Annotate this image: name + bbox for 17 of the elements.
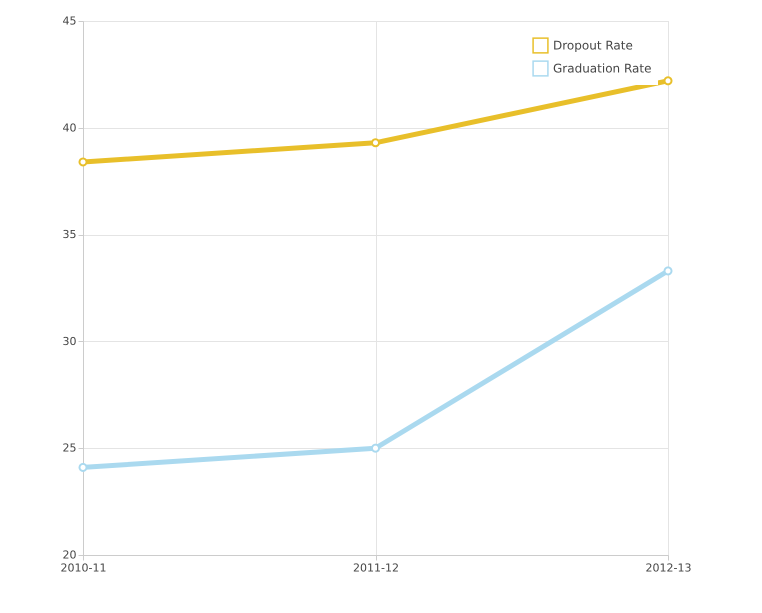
x-tick-label: 2011-12 [353, 562, 399, 574]
legend-label: Graduation Rate [553, 62, 652, 76]
y-tick-label: 30 [62, 334, 76, 348]
y-tick-label: 25 [62, 442, 76, 455]
point [663, 266, 673, 276]
y-tick-label: 35 [62, 228, 76, 242]
legend-label: Dropout Rate [553, 38, 633, 52]
point [78, 157, 88, 167]
x-tick-label: 2010-11 [60, 562, 106, 574]
x-tick-label: 2012-13 [646, 562, 692, 574]
y-tick-label: 40 [62, 121, 76, 134]
point [663, 76, 673, 86]
y-tick-label: 20 [62, 548, 76, 562]
y-tick-label: 45 [62, 14, 76, 28]
point [370, 444, 380, 453]
point [78, 462, 88, 472]
point [370, 138, 380, 148]
